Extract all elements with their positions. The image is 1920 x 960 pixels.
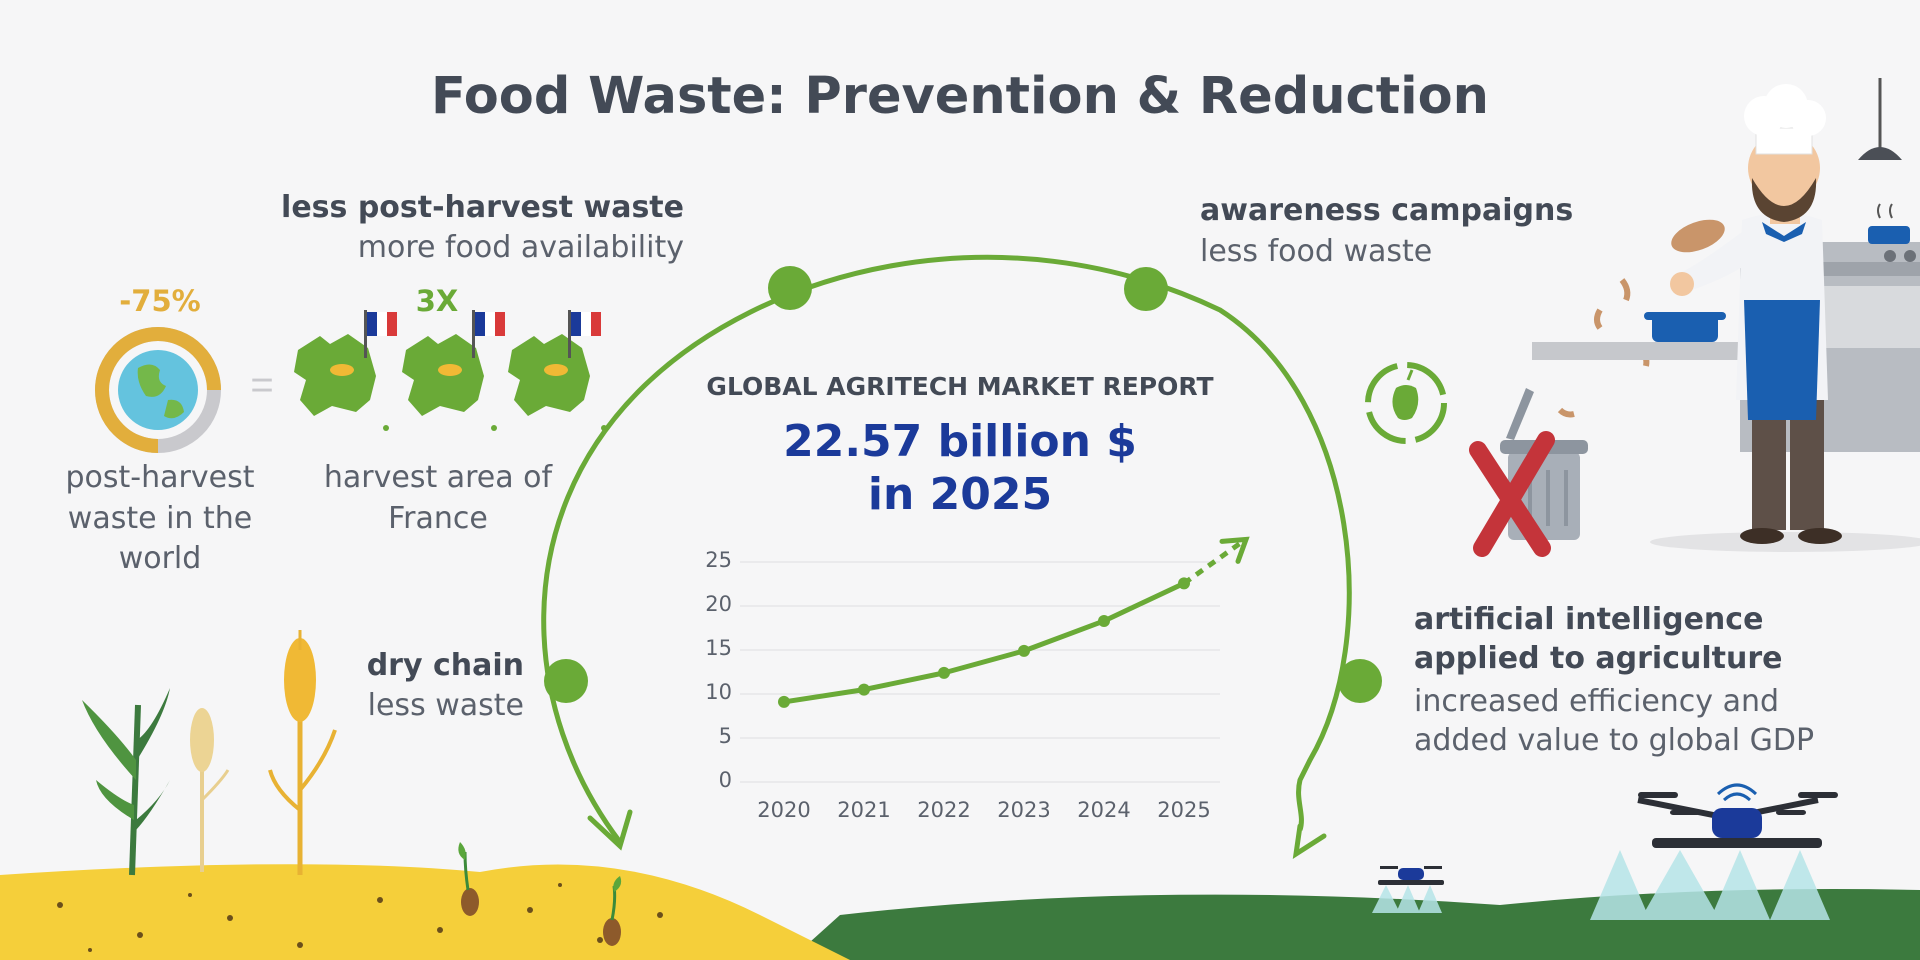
post-harvest-headline: less post-harvest waste — [281, 190, 684, 225]
post-harvest-subline: more food availability — [357, 230, 684, 265]
trend-arrowhead — [1219, 536, 1250, 564]
france-caption: harvest area of France — [300, 458, 576, 539]
ai-subline-line: added value to global GDP — [1414, 723, 1815, 758]
report-heading: GLOBAL AGRITECH MARKET REPORT — [706, 372, 1214, 401]
world-caption: post-harvest waste in the world — [40, 458, 280, 580]
trash-can-icon — [1469, 388, 1588, 557]
x-tick-label: 2021 — [837, 798, 891, 822]
data-point — [1098, 614, 1110, 627]
world-caption-line: post-harvest — [65, 460, 255, 495]
soil-specks — [57, 883, 663, 952]
y-tick-label: 15 — [705, 636, 732, 660]
dry-chain-subline: less waste — [367, 688, 524, 723]
awareness-subline: less food waste — [1200, 234, 1433, 269]
globe-icon — [95, 327, 221, 453]
page-title: Food Waste: Prevention & Reduction — [430, 67, 1489, 126]
france-map-icon — [294, 310, 607, 431]
france-caption-line: harvest area of — [323, 460, 553, 495]
dry-chain-headline: dry chain — [366, 648, 524, 683]
x-tick-label: 2022 — [917, 798, 971, 822]
area-multiplier: 3X — [415, 284, 459, 318]
small-drone-icon — [1372, 866, 1444, 913]
market-chart — [740, 536, 1250, 783]
x-tick-label: 2025 — [1157, 798, 1211, 822]
wheat-icon — [190, 708, 230, 872]
drone-icon — [1590, 783, 1838, 920]
ai-headline: artificial intelligence applied to agric… — [1414, 600, 1782, 678]
world-caption-line: waste in the — [67, 500, 253, 536]
data-point — [858, 683, 870, 696]
seed-sprout-icon — [458, 842, 622, 946]
y-tick-label: 0 — [718, 768, 732, 792]
data-point — [1018, 644, 1030, 657]
y-tick-label: 20 — [705, 592, 732, 616]
cycle-arc — [541, 254, 1382, 860]
y-tick-label: 10 — [705, 680, 732, 704]
x-tick-label: 2024 — [1077, 798, 1131, 822]
kitchen-counter — [1532, 203, 1920, 452]
y-tick-label: 5 — [718, 724, 732, 748]
ai-headline-line: artificial intelligence — [1414, 602, 1764, 637]
ai-subline: increased efficiency and added value to … — [1414, 682, 1814, 760]
waste-percent: -75% — [119, 284, 201, 318]
ai-headline-line: applied to agriculture — [1414, 641, 1783, 676]
data-point — [938, 666, 950, 679]
awareness-headline: awareness campaigns — [1200, 193, 1574, 228]
y-tick-label: 25 — [705, 548, 732, 572]
series-line — [783, 581, 1186, 705]
equals-glyph: = — [250, 363, 273, 407]
report-value-line: in 2025 — [867, 468, 1053, 520]
data-point — [778, 695, 790, 708]
world-caption-line: world — [118, 541, 202, 576]
x-tick-label: 2020 — [757, 798, 811, 822]
x-tick-label: 2023 — [997, 798, 1051, 822]
recycle-apple-icon — [1365, 362, 1447, 444]
trend-arrow — [1182, 541, 1242, 586]
corn-plant-icon — [82, 688, 170, 876]
ceiling-lamp-icon — [1858, 78, 1902, 160]
golden-wheat-icon — [268, 630, 337, 875]
france-caption-line: France — [388, 500, 488, 536]
soil-field — [0, 864, 850, 960]
chef-illustration — [1650, 84, 1920, 552]
report-value: 22.57 billion $ in 2025 — [640, 416, 1280, 522]
ai-subline-line: increased efficiency and — [1414, 684, 1780, 719]
report-value-line: 22.57 billion $ — [783, 416, 1137, 467]
